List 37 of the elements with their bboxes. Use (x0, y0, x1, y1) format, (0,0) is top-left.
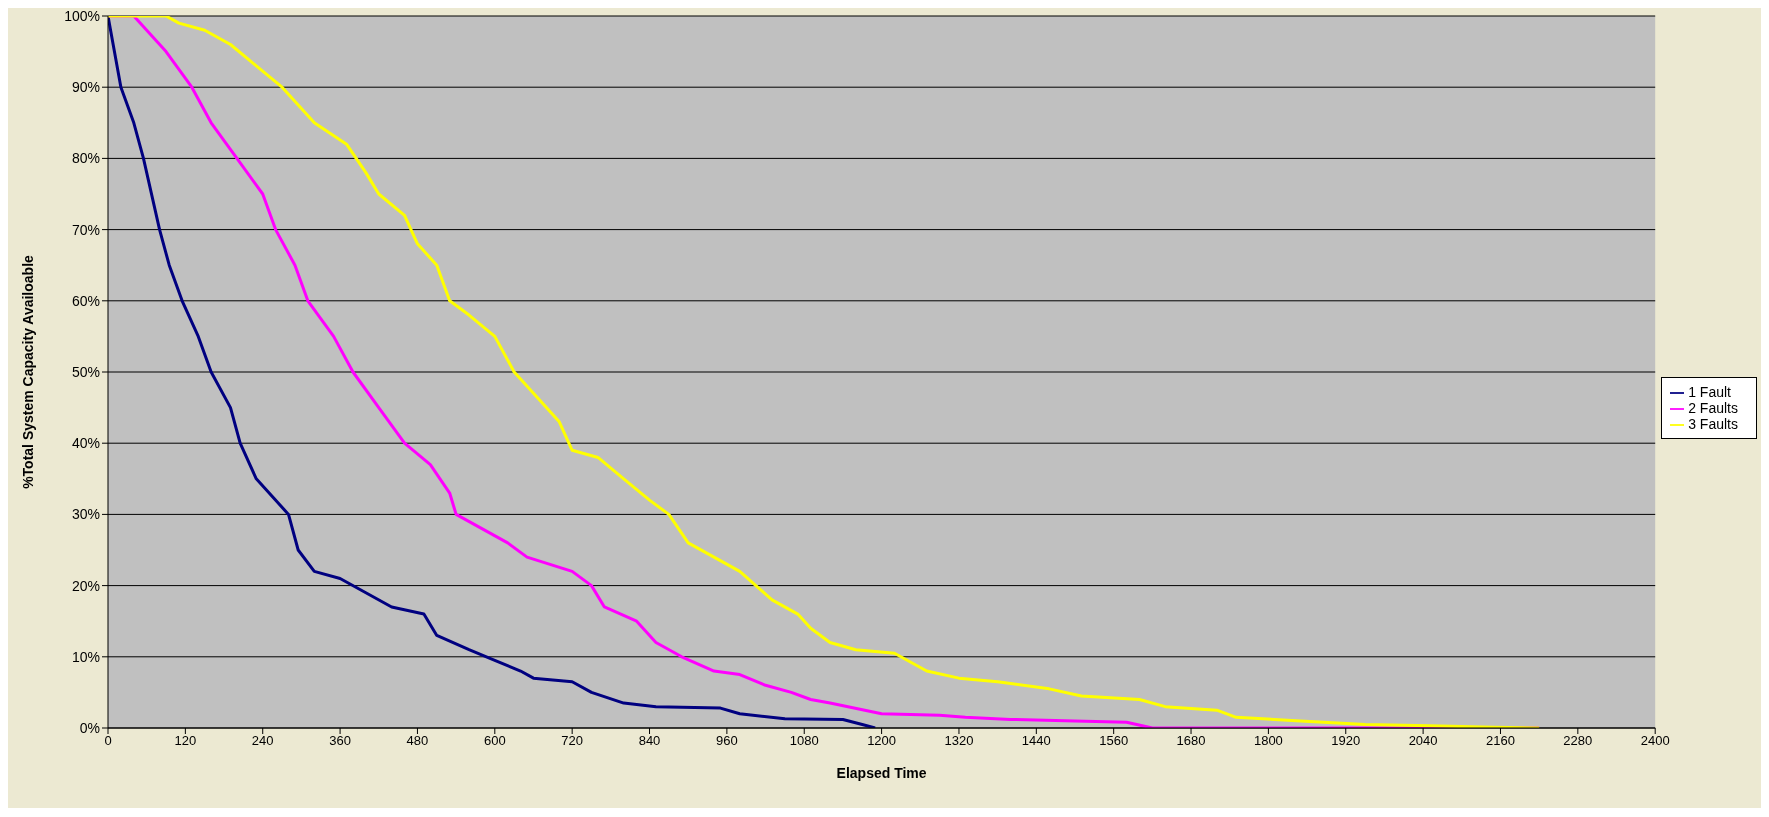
y-tick-label: 0% (79, 719, 100, 736)
x-tick-label: 1680 (1176, 733, 1206, 749)
x-tick-label: 2160 (1486, 733, 1515, 749)
x-axis-title: Elapsed Time (836, 765, 927, 781)
x-tick-label: 1080 (789, 733, 819, 749)
y-tick-label: 10% (71, 648, 100, 665)
x-tick-label: 1560 (1099, 733, 1129, 749)
x-tick-label: 2400 (1640, 733, 1670, 749)
y-axis-title: %Total System Capacity Availoable (19, 254, 36, 489)
x-tick-label: 2040 (1408, 733, 1438, 749)
x-tick-label: 1800 (1253, 733, 1283, 749)
y-tick-label: 20% (71, 577, 100, 594)
y-tick-label: 80% (71, 150, 100, 167)
legend-label: 3 Faults (1688, 416, 1738, 433)
y-tick-label: 90% (71, 79, 100, 96)
x-tick-label: 1920 (1331, 733, 1361, 749)
y-tick-label: 40% (71, 435, 100, 452)
x-tick-label: 960 (716, 733, 738, 749)
x-tick-label: 480 (406, 733, 429, 749)
x-tick-label: 2280 (1563, 733, 1593, 749)
x-tick-label: 360 (329, 733, 351, 749)
y-tick-label: 30% (71, 506, 100, 523)
x-tick-label: 120 (174, 733, 197, 749)
x-tick-label: 720 (561, 733, 584, 749)
legend-label: 1 Fault (1688, 383, 1731, 400)
x-tick-label: 600 (483, 733, 506, 749)
y-tick-label: 60% (71, 292, 100, 309)
x-tick-label: 1320 (944, 733, 974, 749)
y-tick-label: 70% (71, 221, 100, 238)
x-tick-label: 1200 (867, 733, 897, 749)
y-tick-label: 50% (71, 363, 100, 380)
legend-label: 2 Faults (1688, 399, 1738, 416)
x-tick-label: 840 (638, 733, 661, 749)
x-tick-label: 1440 (1021, 733, 1051, 749)
x-tick-label: 0 (104, 733, 112, 749)
x-tick-label: 240 (251, 733, 274, 749)
y-tick-label: 100% (64, 7, 100, 24)
